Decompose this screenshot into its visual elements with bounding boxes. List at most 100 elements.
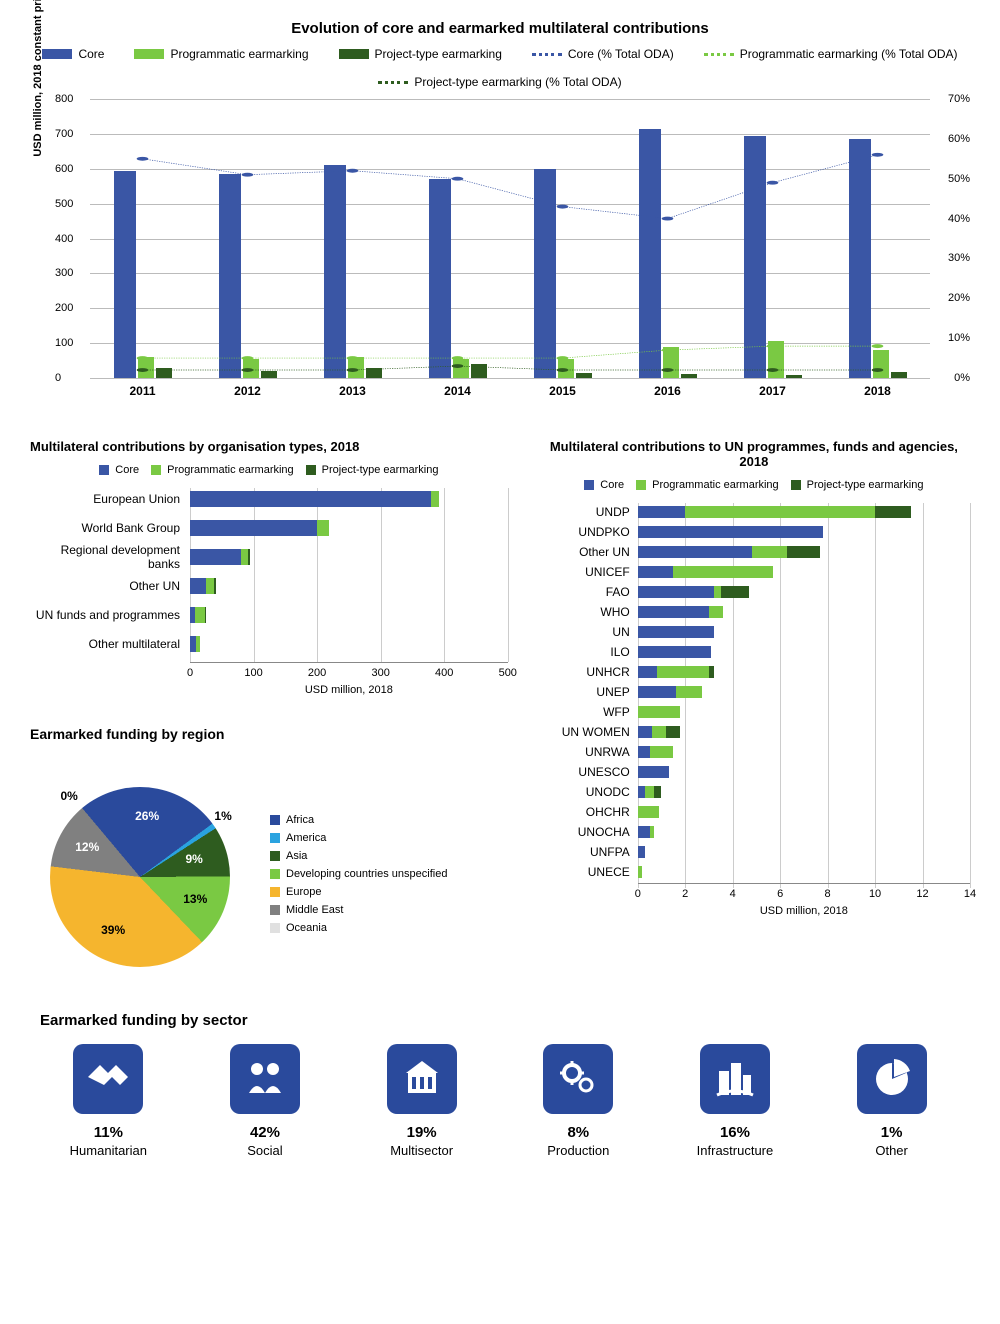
sector-item: 16% Infrastructure [685, 1044, 785, 1158]
year-label: 2015 [549, 384, 576, 398]
sector-name: Production [528, 1143, 628, 1158]
legend-proj: Project-type earmarking [375, 47, 502, 61]
sector-pct: 8% [528, 1124, 628, 1141]
hbar-seg-proj [214, 578, 217, 594]
sector-pct: 1% [842, 1124, 942, 1141]
chart1-y1-label: USD million, 2018 constant prices [32, 0, 44, 156]
pie-legend-item: Europe [270, 886, 447, 898]
sectors-row: 11% Humanitarian 42% Social 19% Multisector 8%… [30, 1044, 970, 1158]
hbar-seg-prog [317, 520, 328, 536]
hbar-seg-core [638, 846, 645, 858]
sector-item: 1% Other [842, 1044, 942, 1158]
sector-name: Social [215, 1143, 315, 1158]
pie-slice-label: 1% [214, 809, 231, 823]
hbar-seg-core [638, 526, 823, 538]
hbar-seg-prog [645, 786, 654, 798]
sector-item: 42% Social [215, 1044, 315, 1158]
hbar-seg-prog [650, 746, 674, 758]
hbar-seg-prog [676, 686, 702, 698]
hbar-seg-prog [195, 607, 205, 623]
pie-chart: 26%1%9%13%39%12%0% AfricaAmericaAsiaDeve… [30, 767, 508, 987]
hbar-seg-core [638, 726, 652, 738]
hbar-seg-proj [875, 506, 911, 518]
chart1-legend: Core Programmatic earmarking Project-typ… [30, 47, 970, 89]
hbar-seg-core [638, 766, 669, 778]
chart1-title: Evolution of core and earmarked multilat… [30, 20, 970, 37]
pie-slice-label: 39% [101, 923, 125, 937]
pie-title: Earmarked funding by region [30, 726, 508, 742]
hbar-seg-core [190, 549, 241, 565]
hbar-seg-core [638, 826, 650, 838]
year-label: 2014 [444, 384, 471, 398]
hbar-seg-core [638, 546, 752, 558]
city-icon [700, 1044, 770, 1114]
pie-slice-label: 26% [135, 809, 159, 823]
pie-legend-item: Asia [270, 850, 447, 862]
pie-slice-label: 9% [185, 852, 202, 866]
sector-pct: 19% [372, 1124, 472, 1141]
hbar-seg-proj [666, 726, 680, 738]
sector-name: Other [842, 1143, 942, 1158]
hbar-seg-prog [685, 506, 875, 518]
hbar-seg-core [638, 646, 712, 658]
hbar-seg-core [190, 578, 206, 594]
chart2-title: Multilateral contributions by organisati… [30, 439, 508, 454]
pie-legend-item: Africa [270, 814, 447, 826]
hbar-seg-core [638, 506, 685, 518]
chart3-title: Multilateral contributions to UN program… [538, 439, 970, 469]
hbar-seg-core [190, 491, 431, 507]
pie-legend-item: Middle East [270, 904, 447, 916]
hbar-seg-prog [638, 866, 643, 878]
legend-core: Core [78, 47, 104, 61]
hbar-seg-prog [650, 826, 655, 838]
legend-prog-pct: Programmatic earmarking (% Total ODA) [740, 47, 958, 61]
hbar-seg-prog [673, 566, 773, 578]
hbar-seg-core [638, 606, 709, 618]
year-label: 2011 [129, 384, 155, 398]
pie-legend-item: America [270, 832, 447, 844]
chart3-legend: Core Programmatic earmarking Project-typ… [538, 479, 970, 491]
legend-prog: Programmatic earmarking [170, 47, 308, 61]
hbar-seg-core [638, 746, 650, 758]
hbar-seg-proj [721, 586, 749, 598]
people-icon [230, 1044, 300, 1114]
hbar-seg-prog [709, 606, 723, 618]
sector-item: 8% Production [528, 1044, 628, 1158]
hbar-seg-proj [787, 546, 820, 558]
hbar-seg-prog [714, 586, 721, 598]
chart2-xlabel: USD million, 2018 [190, 684, 508, 696]
hbar-seg-proj [205, 607, 206, 623]
sector-name: Humanitarian [58, 1143, 158, 1158]
sector-item: 19% Multisector [372, 1044, 472, 1158]
year-label: 2018 [864, 384, 891, 398]
pie-slice-label: 12% [75, 840, 99, 854]
legend-proj-pct: Project-type earmarking (% Total ODA) [414, 75, 621, 89]
year-label: 2016 [654, 384, 681, 398]
pie-legend-item: Oceania [270, 922, 447, 934]
sector-pct: 42% [215, 1124, 315, 1141]
hbar-seg-prog [638, 806, 659, 818]
year-label: 2017 [759, 384, 786, 398]
hbar-seg-prog [431, 491, 439, 507]
hbar-seg-core [190, 520, 317, 536]
hbar-seg-prog [652, 726, 666, 738]
hbar-seg-prog [752, 546, 788, 558]
sector-name: Infrastructure [685, 1143, 785, 1158]
hbar-seg-proj [654, 786, 661, 798]
sector-name: Multisector [372, 1143, 472, 1158]
hbar-seg-core [638, 626, 714, 638]
legend-core-pct: Core (% Total ODA) [568, 47, 674, 61]
hbar-seg-prog [638, 706, 681, 718]
hbar-seg-proj [709, 666, 714, 678]
pie-icon [857, 1044, 927, 1114]
hbar-seg-prog [657, 666, 709, 678]
sector-pct: 16% [685, 1124, 785, 1141]
sector-pct: 11% [58, 1124, 158, 1141]
hbar-seg-core [638, 666, 657, 678]
hbar-seg-core [638, 686, 676, 698]
pie-legend-item: Developing countries unspecified [270, 868, 447, 880]
year-label: 2012 [234, 384, 261, 398]
hbar-seg-prog [241, 549, 249, 565]
pie-slice-label: 0% [61, 789, 78, 803]
hbar-seg-core [638, 786, 645, 798]
